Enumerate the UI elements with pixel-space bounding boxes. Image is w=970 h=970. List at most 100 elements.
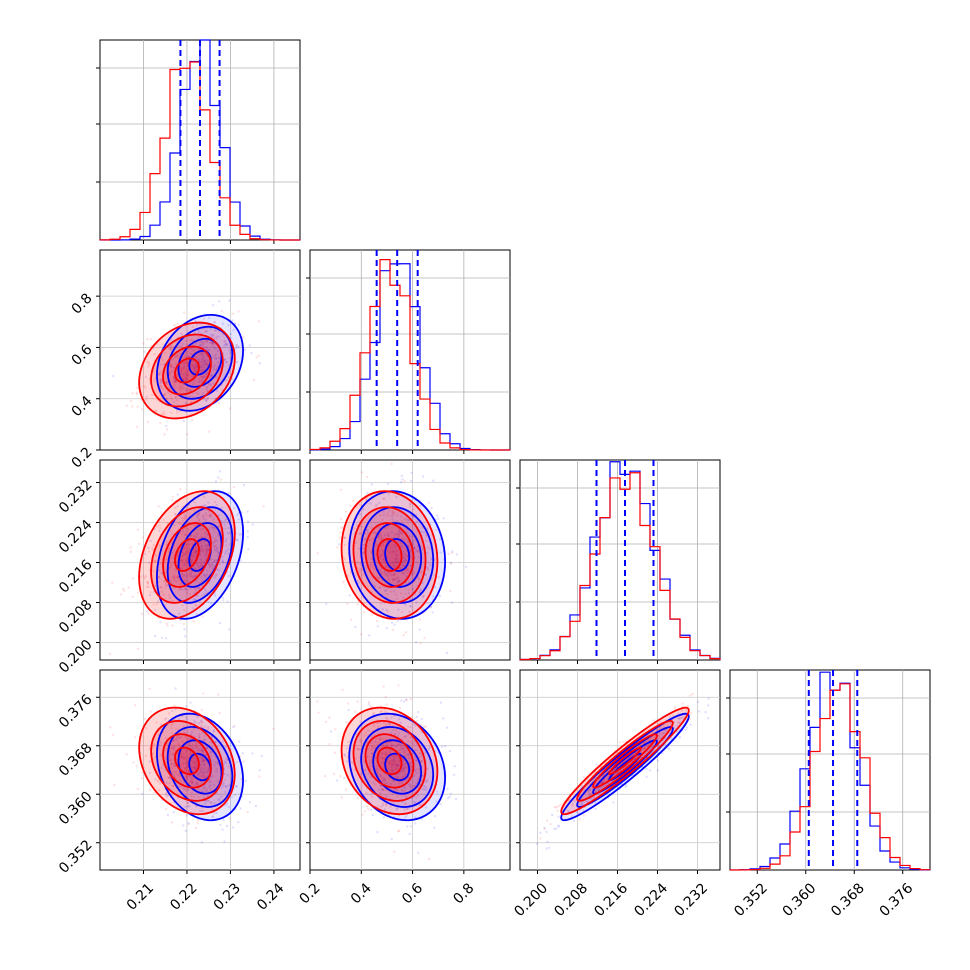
- scatter-point: [216, 792, 219, 795]
- scatter-point: [369, 705, 372, 708]
- scatter-point: [225, 824, 229, 828]
- scatter-point: [217, 356, 221, 360]
- scatter-point: [407, 739, 410, 743]
- scatter-point: [403, 773, 407, 776]
- scatter-point: [215, 335, 218, 339]
- scatter-point: [195, 747, 198, 750]
- scatter-point: [193, 365, 196, 368]
- scatter-point: [370, 751, 374, 755]
- scatter-point: [210, 601, 213, 605]
- scatter-point: [378, 536, 381, 540]
- scatter-point: [405, 518, 408, 521]
- scatter-point: [204, 540, 207, 543]
- scatter-point: [397, 782, 401, 785]
- scatter-point: [402, 767, 406, 770]
- scatter-point: [650, 746, 653, 749]
- scatter-point: [164, 571, 168, 574]
- scatter-point: [177, 522, 180, 525]
- density-fill-red: [174, 358, 199, 383]
- scatter-point: [192, 374, 195, 378]
- scatter-point: [426, 546, 429, 549]
- scatter-point: [160, 590, 164, 593]
- contour-red: [150, 506, 224, 604]
- scatter-point: [144, 754, 148, 757]
- scatter-point: [172, 784, 175, 788]
- scatter-point: [171, 557, 174, 560]
- scatter-point: [237, 518, 241, 521]
- scatter-point: [217, 551, 220, 554]
- scatter-point: [328, 716, 331, 719]
- x-tick-label: 0.23: [211, 880, 244, 913]
- scatter-point: [200, 841, 204, 844]
- scatter-point: [203, 776, 206, 779]
- scatter-point: [179, 488, 182, 491]
- scatter-point: [204, 531, 207, 535]
- scatter-point: [406, 753, 410, 756]
- scatter-point: [251, 523, 254, 526]
- scatter-point: [164, 637, 168, 640]
- scatter-point: [592, 796, 596, 799]
- contour-blue: [592, 739, 658, 795]
- scatter-point: [405, 795, 408, 799]
- scatter-point: [430, 557, 433, 561]
- scatter-point: [389, 762, 392, 765]
- scatter-point: [415, 796, 418, 799]
- scatter-point: [175, 575, 178, 578]
- scatter-point: [179, 752, 183, 756]
- scatter-point: [439, 802, 442, 806]
- scatter-point: [206, 389, 209, 393]
- scatter-point: [406, 531, 409, 534]
- scatter-point: [147, 365, 150, 368]
- scatter-point: [400, 788, 404, 792]
- scatter-point: [199, 340, 202, 343]
- scatter-point: [193, 598, 197, 602]
- scatter-point: [393, 744, 396, 748]
- scatter-point: [362, 611, 366, 614]
- scatter-point: [424, 573, 427, 577]
- scatter-point: [414, 801, 417, 804]
- scatter-point: [202, 366, 206, 369]
- scatter-point: [381, 737, 385, 740]
- scatter-point: [185, 560, 189, 563]
- scatter-point: [142, 536, 145, 539]
- scatter-point: [191, 781, 194, 784]
- scatter-point: [419, 752, 422, 755]
- scatter-point: [188, 548, 191, 551]
- scatter-point: [359, 739, 362, 743]
- scatter-point: [372, 725, 376, 728]
- scatter-point: [402, 556, 406, 559]
- scatter-point: [246, 530, 249, 533]
- scatter-point: [398, 743, 401, 746]
- scatter-point: [176, 736, 179, 740]
- scatter-point: [136, 425, 139, 428]
- scatter-point: [397, 576, 400, 579]
- scatter-point: [196, 516, 199, 519]
- scatter-point: [204, 399, 208, 402]
- scatter-point: [174, 362, 178, 366]
- scatter-point: [365, 791, 368, 795]
- scatter-point: [396, 764, 399, 767]
- scatter-point: [392, 512, 395, 516]
- scatter-point: [203, 359, 206, 362]
- scatter-point: [197, 329, 200, 332]
- scatter-point: [184, 533, 187, 537]
- scatter-point: [138, 542, 141, 545]
- scatter-point: [179, 352, 182, 355]
- scatter-point: [214, 480, 218, 483]
- scatter-point: [379, 774, 383, 777]
- scatter-point: [191, 364, 194, 367]
- scatter-point: [155, 409, 158, 412]
- scatter-point: [145, 727, 148, 730]
- scatter-point: [214, 347, 217, 350]
- scatter-point: [383, 589, 387, 592]
- scatter-point: [198, 380, 202, 383]
- scatter-point: [149, 539, 152, 543]
- scatter-point: [139, 575, 143, 578]
- scatter-point: [170, 746, 173, 750]
- scatter-point: [131, 595, 134, 598]
- contour-blue: [177, 739, 223, 795]
- scatter-point: [379, 556, 382, 559]
- scatter-point: [181, 555, 185, 558]
- scatter-point: [182, 387, 185, 390]
- scatter-point: [385, 565, 388, 568]
